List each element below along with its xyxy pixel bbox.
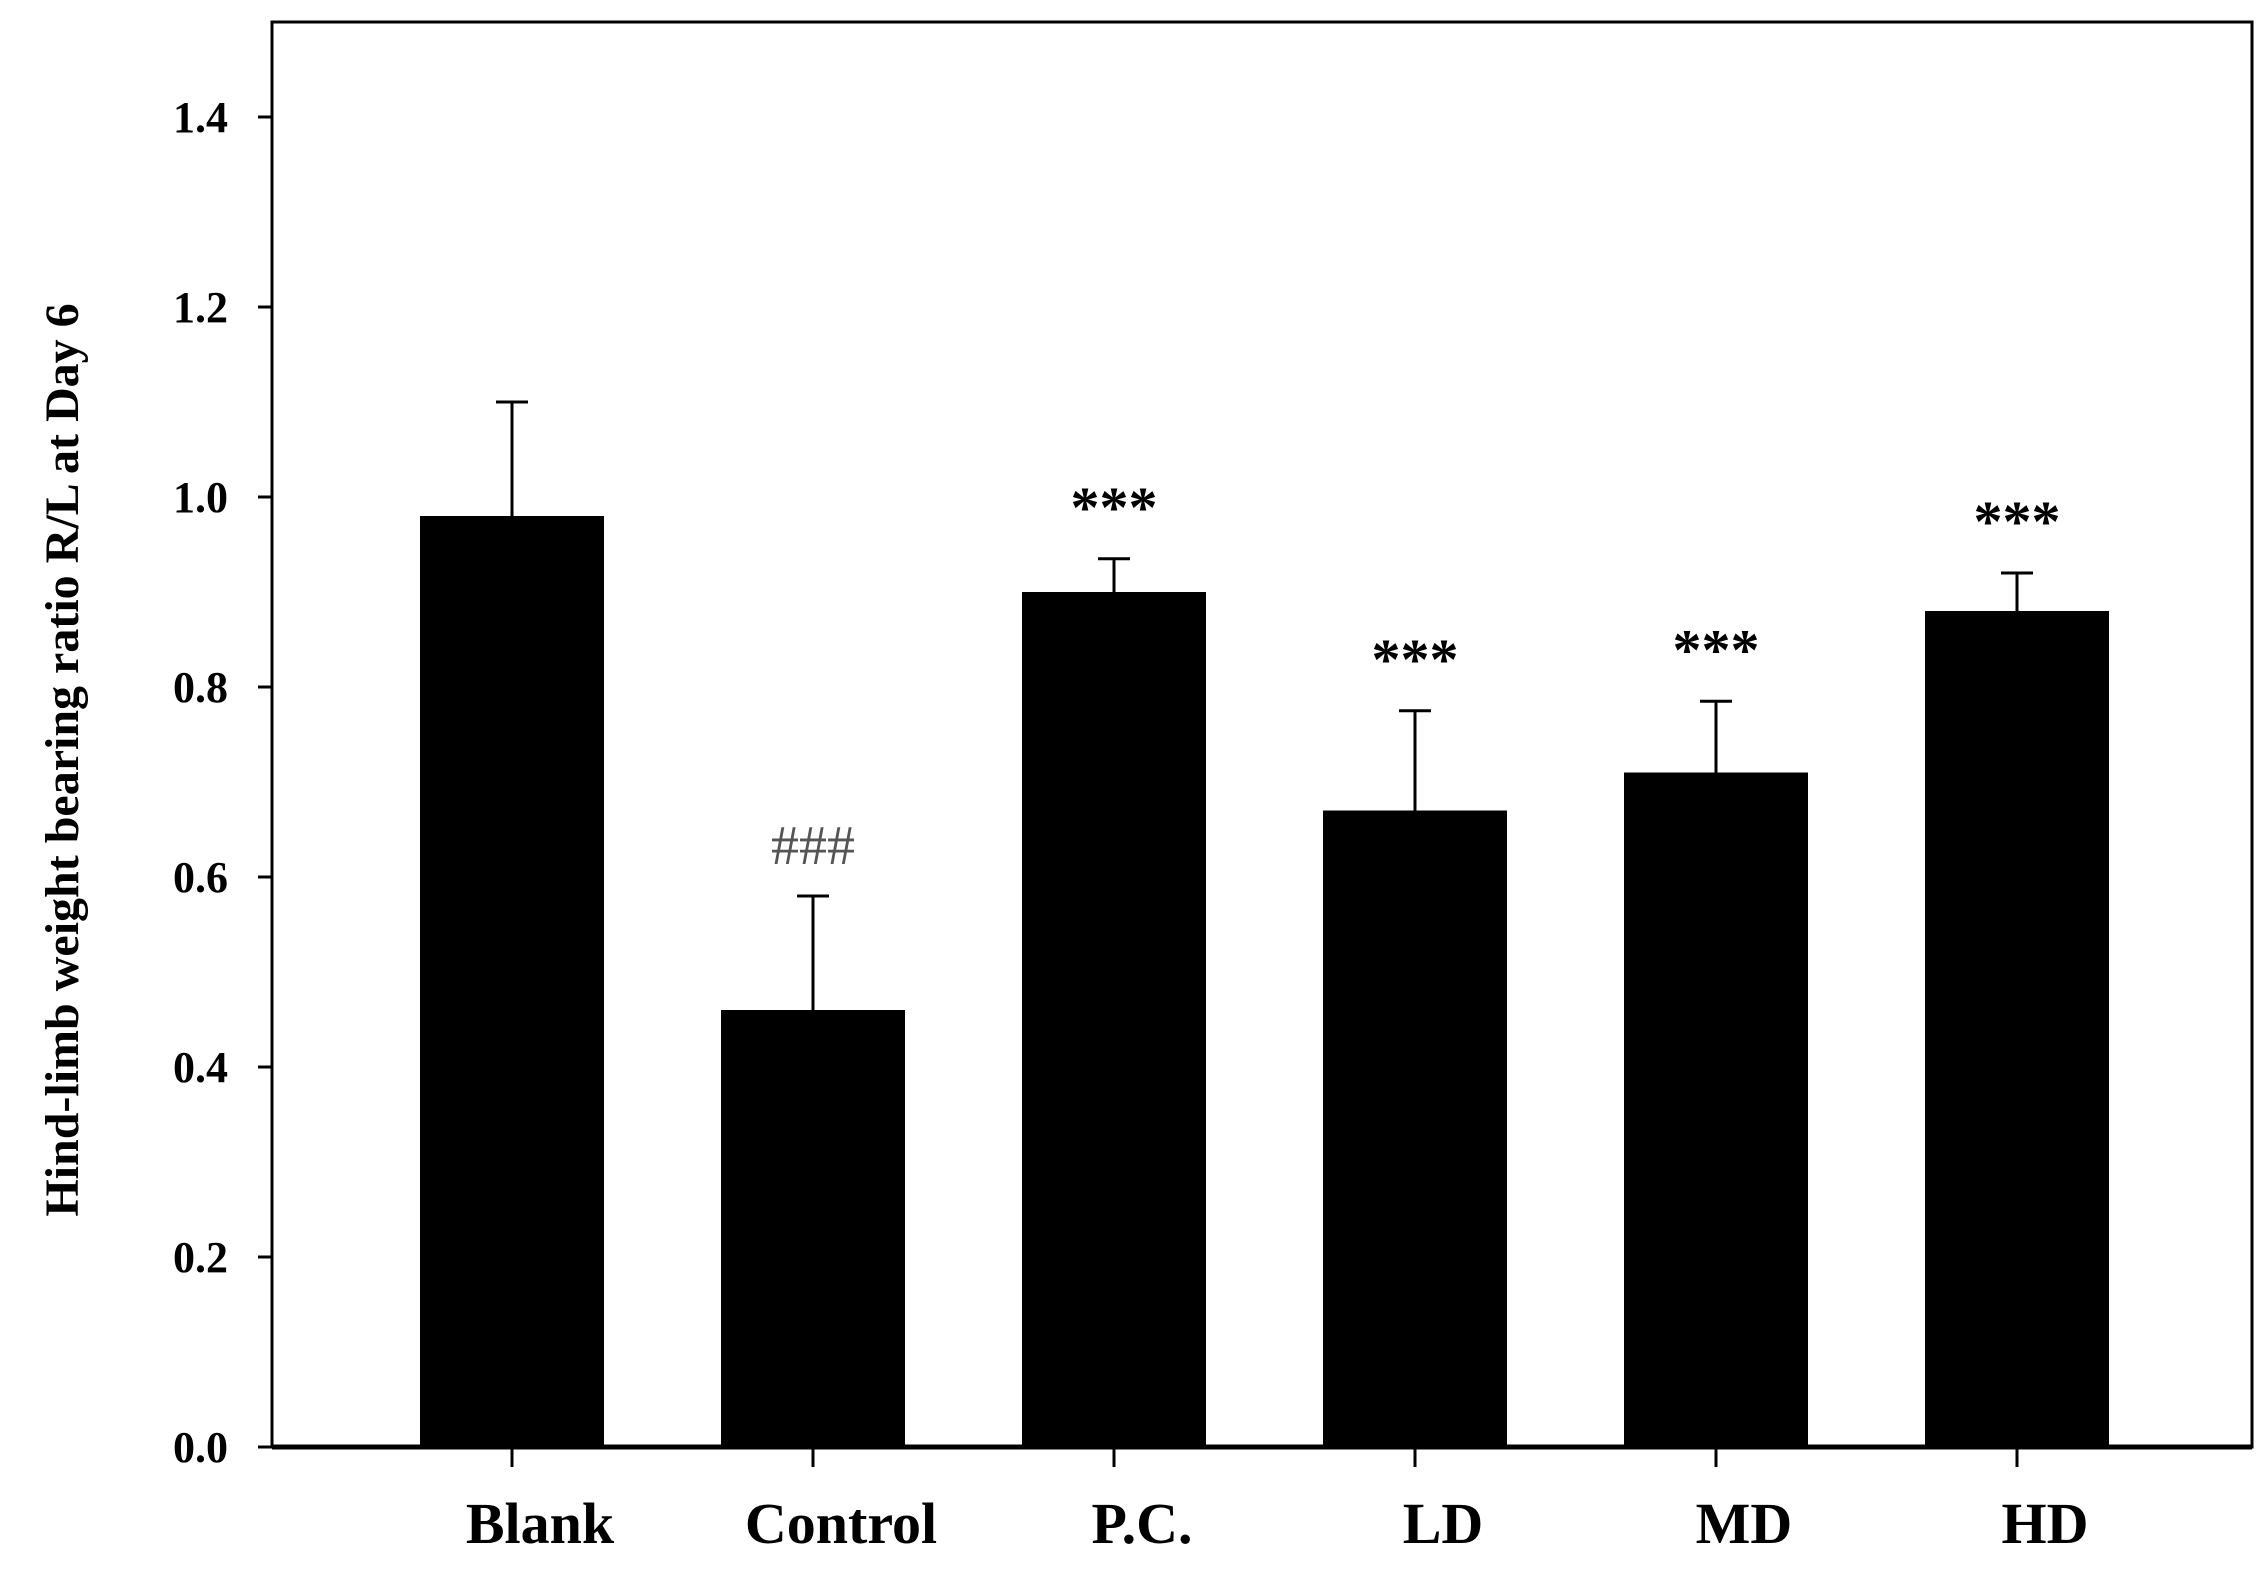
y-tick-label: 0.4 (173, 1043, 228, 1092)
bar-ld (1323, 810, 1507, 1447)
x-tick-label: Blank (466, 1491, 615, 1556)
significance-annotations: ### *** *** *** *** (771, 475, 2061, 877)
bar-md (1624, 772, 1808, 1447)
y-tick-label: 1.0 (173, 473, 228, 522)
significance-marker: *** (1673, 617, 1760, 682)
x-tick-label: P.C. (1092, 1491, 1193, 1556)
y-axis-title: Hind-limb weight bearing ratio R/L at Da… (36, 303, 89, 1216)
bar-hd (1925, 611, 2109, 1447)
x-axis-ticks: Blank Control P.C. LD MD HD (466, 1447, 2089, 1556)
x-tick-label: LD (1403, 1491, 1484, 1556)
y-tick-label: 0.2 (173, 1233, 228, 1282)
x-tick-label: MD (1696, 1491, 1793, 1556)
error-bars-layer (496, 400, 2033, 1010)
bar-control (721, 1010, 905, 1447)
significance-marker: ### (771, 815, 855, 877)
x-tick-label: Control (745, 1491, 937, 1556)
y-tick-label: 0.0 (173, 1423, 228, 1472)
y-tick-label: 1.4 (173, 93, 228, 142)
bar-blank (420, 516, 604, 1447)
significance-marker: *** (1071, 475, 1158, 540)
y-tick-label: 0.8 (173, 663, 228, 712)
bars-layer (420, 516, 2109, 1447)
bar-p-c (1022, 592, 1206, 1447)
significance-marker: *** (1974, 489, 2061, 554)
x-tick-label: HD (2002, 1491, 2089, 1556)
y-axis-ticks: 0.0 0.2 0.4 0.6 0.8 1.0 1.2 1.4 (173, 93, 272, 1472)
significance-marker: *** (1372, 627, 1459, 692)
y-tick-label: 1.2 (173, 283, 228, 332)
y-tick-label: 0.6 (173, 853, 228, 902)
